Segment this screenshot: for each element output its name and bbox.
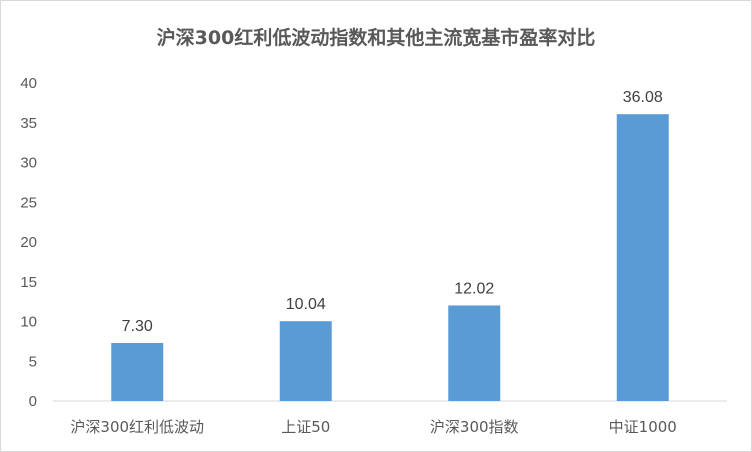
- x-tick-label: 沪深300指数: [430, 418, 519, 436]
- y-tick-label: 10: [20, 314, 37, 331]
- x-tick-label: 沪深300红利低波动: [70, 418, 204, 436]
- y-tick-label: 25: [20, 194, 37, 211]
- chart-title: 沪深300红利低波动指数和其他主流宽基市盈率对比: [156, 27, 596, 49]
- y-tick-label: 20: [20, 234, 37, 251]
- y-tick-label: 5: [29, 353, 37, 370]
- data-label: 10.04: [286, 296, 326, 313]
- y-tick-label: 0: [29, 393, 37, 410]
- bar: [111, 342, 164, 401]
- x-tick-label: 中证1000: [609, 418, 677, 436]
- y-tick-label: 35: [20, 115, 37, 132]
- y-tick-label: 15: [20, 274, 37, 291]
- data-label: 12.02: [454, 280, 494, 297]
- bar: [616, 114, 669, 401]
- bar: [279, 321, 332, 401]
- data-label: 7.30: [122, 318, 153, 335]
- y-tick-label: 30: [20, 155, 37, 172]
- y-tick-label: 40: [20, 75, 37, 92]
- x-tick-label: 上证50: [281, 418, 330, 436]
- bar: [448, 305, 501, 401]
- data-label: 36.08: [623, 89, 663, 106]
